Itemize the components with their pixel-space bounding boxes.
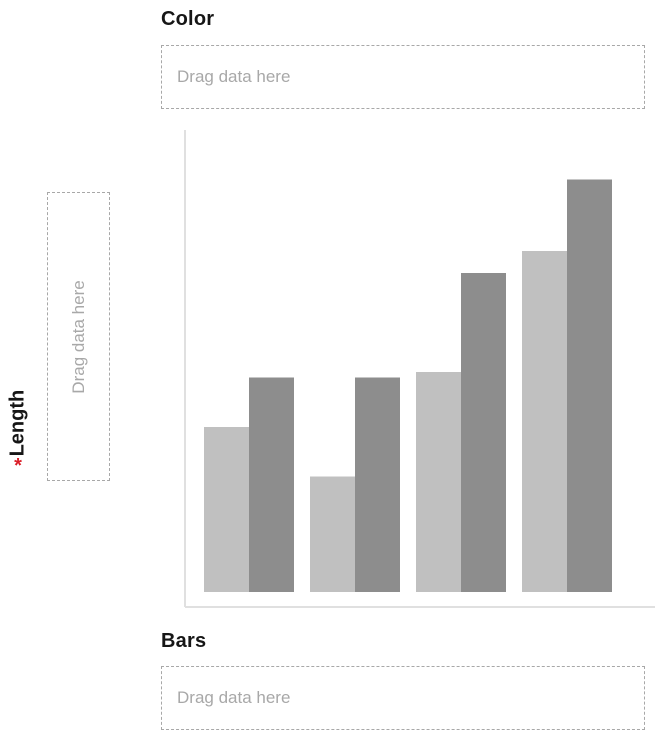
bar-series-2-group-1 <box>249 377 294 592</box>
bars-drop-placeholder: Drag data here <box>177 688 291 707</box>
bar-series-1-group-3 <box>416 372 461 592</box>
bar-series-1-group-2 <box>310 476 355 592</box>
color-slot-label: Color <box>161 8 215 30</box>
bar-series-2-group-2 <box>355 377 400 592</box>
bar-series-2-group-4 <box>567 179 612 592</box>
bar-series-1-group-4 <box>522 251 567 592</box>
length-drop-zone[interactable]: Drag data here <box>47 192 110 481</box>
bars-slot-label: Bars <box>161 630 207 652</box>
color-drop-placeholder: Drag data here <box>177 67 291 86</box>
chart-bars <box>204 179 612 592</box>
bar-series-2-group-3 <box>461 273 506 592</box>
bar-series-1-group-1 <box>204 427 249 592</box>
bars-drop-zone[interactable]: Drag data here <box>161 666 645 730</box>
color-drop-zone[interactable]: Drag data here <box>161 45 645 109</box>
